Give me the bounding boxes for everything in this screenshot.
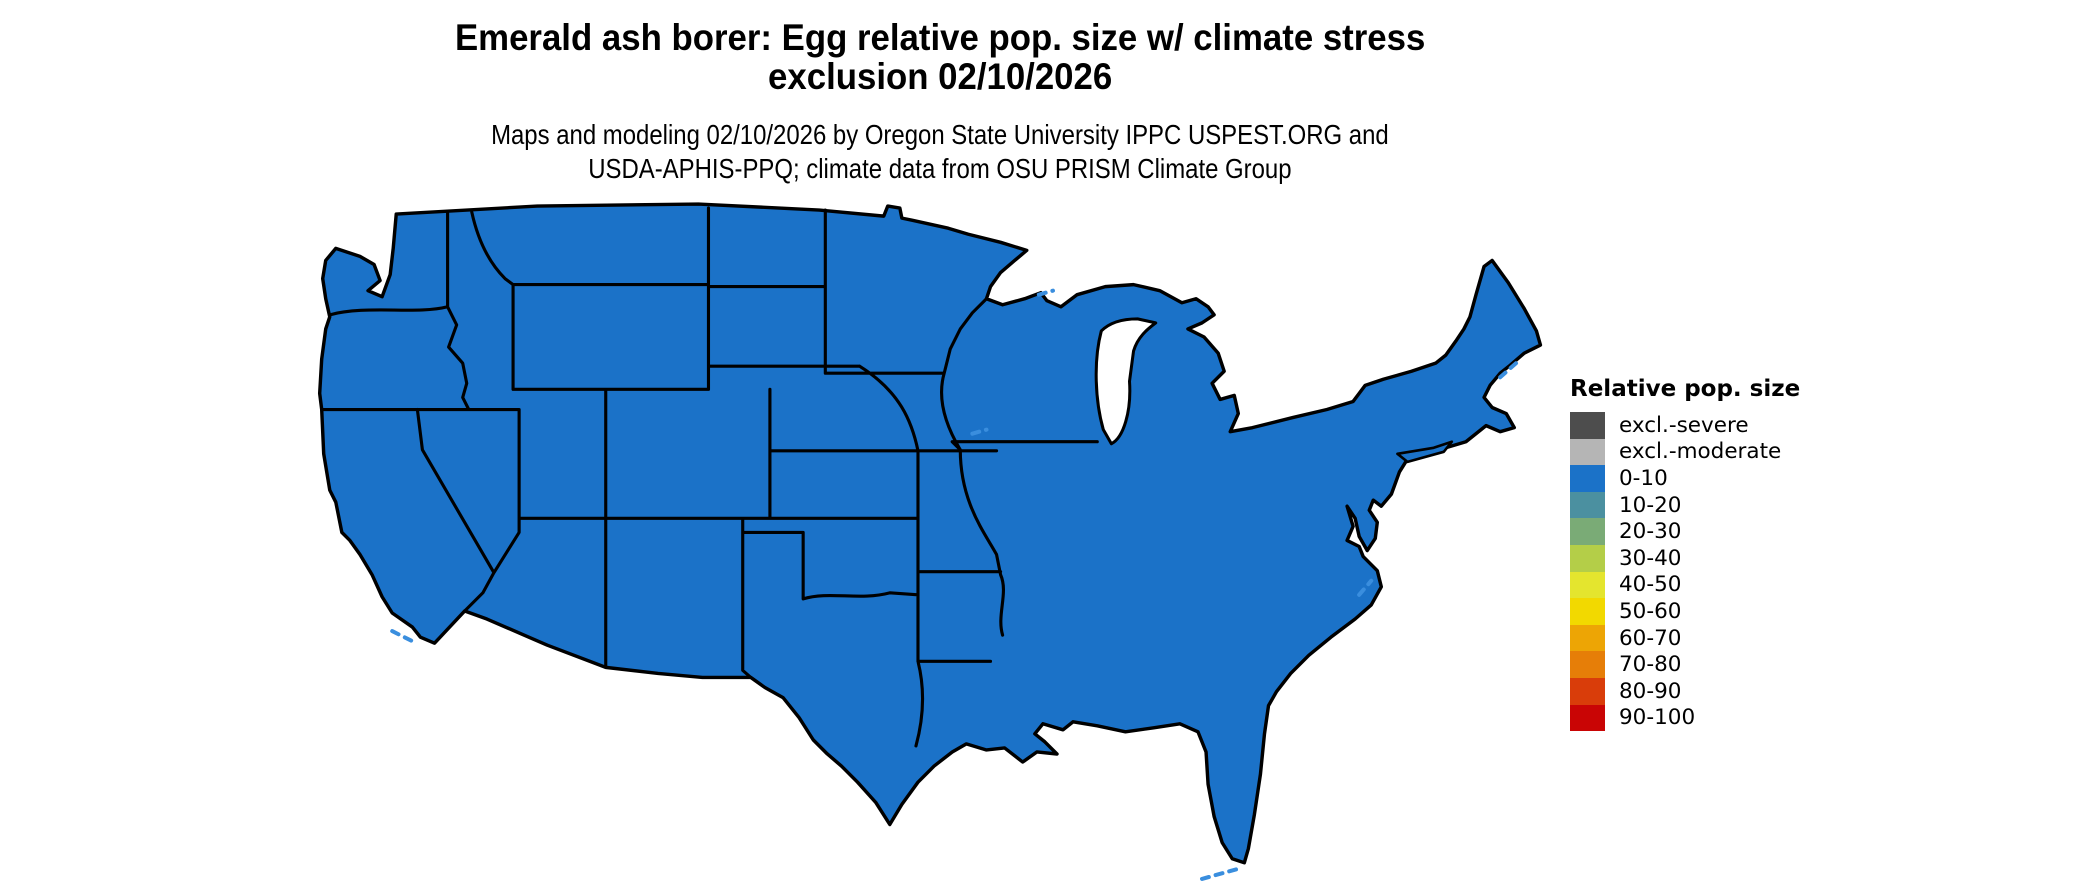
subtitle-line-1: Maps and modeling 02/10/2026 by Oregon S… [491, 119, 1389, 150]
legend-row: 40-50 [1570, 571, 1900, 599]
legend-label: 10-20 [1619, 492, 1682, 518]
legend-swatch [1570, 651, 1605, 678]
legend-label: excl.-moderate [1619, 439, 1782, 465]
legend-row: 90-100 [1570, 704, 1900, 732]
state-borders [320, 206, 1099, 748]
chart-subtitle: Maps and modeling 02/10/2026 by Oregon S… [140, 118, 1740, 186]
legend-swatch [1570, 704, 1605, 732]
us-choropleth-map [295, 200, 1545, 892]
long-island [1396, 440, 1454, 464]
legend-row: 0-10 [1570, 465, 1900, 492]
legend-label: 20-30 [1619, 519, 1682, 545]
legend-swatch [1570, 598, 1605, 625]
legend-label: 80-90 [1619, 678, 1682, 704]
legend-label: 40-50 [1619, 572, 1682, 598]
legend-row: 30-40 [1570, 544, 1900, 572]
nation-outline [317, 202, 1543, 865]
legend-title: Relative pop. size [1570, 376, 1801, 402]
legend-label: 30-40 [1619, 545, 1682, 571]
legend-swatch [1570, 571, 1605, 599]
title-line-1: Emerald ash borer: Egg relative pop. siz… [454, 17, 1426, 58]
legend-swatch [1570, 624, 1605, 652]
legend-label: 70-80 [1619, 652, 1682, 678]
legend-row: 20-30 [1570, 518, 1900, 545]
legend-row: excl.-moderate [1570, 438, 1900, 466]
legend-swatch [1570, 677, 1605, 705]
legend-label: 60-70 [1619, 625, 1682, 651]
chart-title: Emerald ash borer: Egg relative pop. siz… [140, 18, 1740, 96]
legend-row: 50-60 [1570, 598, 1900, 625]
legend-label: excl.-severe [1619, 412, 1749, 438]
legend-swatch [1570, 518, 1605, 545]
legend-rows: excl.-severe excl.-moderate 0-10 10-20 20-30… [1570, 412, 1900, 732]
map-legend: Relative pop. size excl.-severe excl.-mod… [1570, 376, 1900, 732]
legend-row: 70-80 [1570, 651, 1900, 678]
legend-row: 60-70 [1570, 624, 1900, 652]
legend-row: 10-20 [1570, 491, 1900, 519]
title-line-2: exclusion 02/10/2026 [767, 56, 1113, 97]
legend-label: 90-100 [1619, 705, 1696, 731]
legend-row: excl.-severe [1570, 412, 1900, 439]
lake-michigan [1094, 317, 1158, 446]
legend-swatch [1570, 465, 1605, 492]
us-map-svg [317, 202, 1543, 881]
legend-swatch [1570, 544, 1605, 572]
legend-swatch [1570, 438, 1605, 466]
legend-label: 0-10 [1619, 465, 1668, 491]
subtitle-line-2: USDA-APHIS-PPQ; climate data from OSU PR… [588, 153, 1292, 184]
legend-swatch [1570, 412, 1605, 439]
coastal-water-accents [390, 288, 1521, 881]
legend-row: 80-90 [1570, 677, 1900, 705]
legend-swatch [1570, 491, 1605, 519]
legend-label: 50-60 [1619, 598, 1682, 624]
